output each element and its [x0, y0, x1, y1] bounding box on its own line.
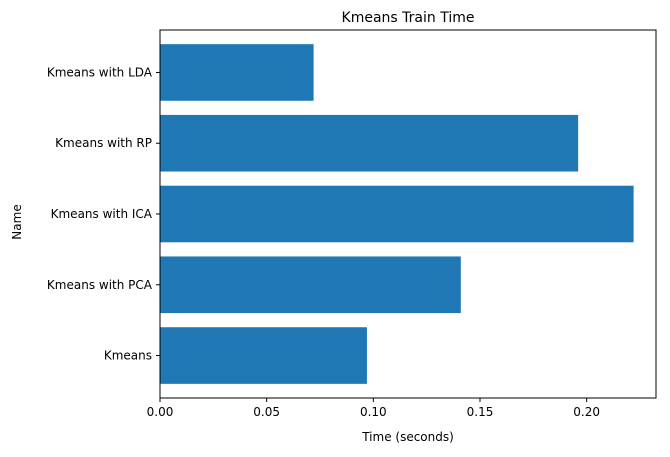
- y-axis-label: Name: [10, 204, 24, 239]
- x-tick-label: 0.10: [360, 405, 387, 419]
- bar-kmeans: [160, 327, 367, 384]
- x-axis-label: Time (seconds): [361, 430, 454, 444]
- bars-layer: [160, 44, 634, 384]
- y-tick-label: Kmeans with RP: [55, 136, 152, 150]
- x-tick-label: 0.00: [147, 405, 174, 419]
- bar-kmeans-with-rp: [160, 114, 579, 172]
- y-tick-label: Kmeans with ICA: [51, 207, 153, 221]
- x-tick-label: 0.20: [573, 405, 600, 419]
- x-tick-label: 0.05: [253, 405, 280, 419]
- bar-kmeans-with-lda: [160, 44, 314, 101]
- bar-kmeans-with-ica: [160, 185, 634, 243]
- chart-title: Kmeans Train Time: [342, 10, 475, 26]
- x-tick-label: 0.15: [467, 405, 494, 419]
- y-tick-label: Kmeans with PCA: [47, 278, 153, 292]
- plot-frame: [159, 29, 657, 399]
- y-tick-label: Kmeans: [104, 349, 152, 363]
- ticks-layer: Kmeans Kmeans with PCA Kmeans with ICA Kmea…: [47, 65, 600, 419]
- bar-kmeans-with-pca: [160, 256, 461, 314]
- y-tick-label: Kmeans with LDA: [47, 65, 153, 79]
